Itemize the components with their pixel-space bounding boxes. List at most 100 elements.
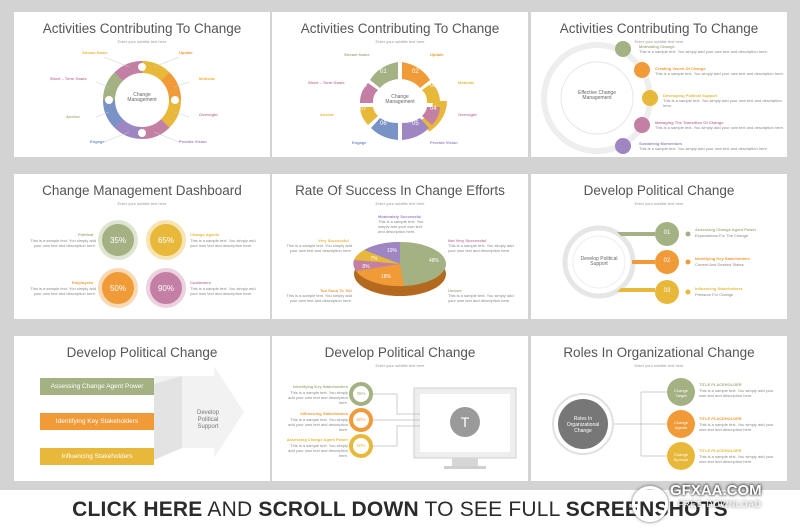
bar-3: Influencing Stakeholders bbox=[40, 448, 154, 465]
slide-activities-ring[interactable]: Activities Contributing To Change Enter … bbox=[14, 12, 270, 157]
item-5-desc: This is a sample text. You simply add yo… bbox=[639, 146, 768, 151]
item-1-title: Identifying Key Stakeholders bbox=[293, 384, 348, 389]
item-2-desc: This is a sample text. You simply add yo… bbox=[288, 417, 348, 432]
label-political: Political bbox=[78, 232, 94, 237]
item-3-title: Assessing Change Agent Power bbox=[286, 437, 348, 442]
slide-subtitle: Enter your subtitle text here bbox=[375, 363, 425, 368]
label-very: Very Successful bbox=[318, 238, 349, 243]
cta-part-3: SCROLL DOWN bbox=[258, 498, 419, 521]
slide-grid: Activities Contributing To Change Enter … bbox=[14, 12, 787, 481]
cta-part-2: AND bbox=[202, 498, 259, 521]
item-2-desc: Current And Desired States bbox=[695, 262, 744, 267]
num-1: 01 bbox=[380, 69, 387, 75]
label-5: Update bbox=[430, 52, 444, 57]
arrow-label: Develop Political Support bbox=[196, 410, 219, 430]
label-8: Provide Vision bbox=[179, 139, 207, 144]
label-agents: Change Agents bbox=[190, 232, 220, 237]
bar-1: Assessing Change Agent Power bbox=[40, 378, 154, 395]
pie-pct-not-very: 8% bbox=[362, 264, 370, 270]
placeholder-3: TITLE PLACEHOLDER bbox=[699, 448, 742, 453]
watermark-brand: GFXAA.COM bbox=[670, 482, 762, 499]
desc-1: This is a sample text. You simply add yo… bbox=[699, 388, 774, 398]
num-8: 08 bbox=[360, 83, 367, 89]
cta-text[interactable]: CLICK HERE AND SCROLL DOWN TO SEE FULL S… bbox=[0, 498, 800, 522]
monitor-graphic bbox=[349, 382, 517, 469]
item-2-desc: This is a sample text. You simply add yo… bbox=[655, 71, 784, 76]
slide-political-support[interactable]: Develop Political Change Enter your subt… bbox=[531, 174, 787, 319]
item-2-title: Identifying Key Stakeholders bbox=[695, 256, 750, 261]
item-3-desc: Pressure For Change bbox=[695, 292, 734, 297]
slide-title: Activities Contributing To Change bbox=[559, 21, 759, 36]
label-2: Short – Term Goals bbox=[50, 76, 87, 81]
slide-subtitle: Enter your subtitle text here bbox=[634, 363, 684, 368]
item-4-desc: This is a sample text. You simply add yo… bbox=[655, 125, 784, 130]
placeholder-2: TITLE PLACEHOLDER bbox=[699, 416, 742, 421]
item-3-desc: This is a sample text. You simply add yo… bbox=[288, 443, 348, 458]
ring-graphic bbox=[95, 56, 190, 143]
slide-subtitle: Enter your subtitle text here bbox=[634, 39, 684, 44]
slide-roles[interactable]: Roles In Organizational Change Enter you… bbox=[531, 336, 787, 481]
num-3: 03 bbox=[430, 83, 437, 89]
num-2: 02 bbox=[412, 69, 419, 75]
num-1: 01 bbox=[663, 230, 671, 236]
arc-center-label: Effective Change Management bbox=[578, 90, 616, 101]
pct-2: 60% bbox=[356, 417, 366, 422]
desc-not-very: This is a sample text. You simply add yo… bbox=[448, 243, 514, 253]
label-5: Update bbox=[179, 50, 193, 55]
desc-political: This is a sample text. You simply add yo… bbox=[30, 238, 96, 248]
slide-title: Activities Contributing To Change bbox=[42, 21, 242, 36]
circle-agents: Change Agents bbox=[673, 420, 688, 430]
item-1-desc: This is a sample text. You simply add yo… bbox=[639, 49, 768, 54]
cta-part-1: CLICK HERE bbox=[72, 498, 203, 521]
item-1-desc: Expectations For The Change bbox=[695, 233, 749, 238]
cta-banner[interactable]: CLICK HERE AND SCROLL DOWN TO SEE FULL S… bbox=[0, 482, 800, 532]
label-moderate: Moderately Successful bbox=[378, 214, 422, 219]
pie-pct-too-soon: 18% bbox=[380, 274, 391, 280]
slide-success-pie[interactable]: Rate Of Success In Change Efforts Enter … bbox=[272, 174, 528, 319]
pie-pct-unsure: 48% bbox=[428, 258, 439, 264]
item-1-desc: This is a sample text. You simply add yo… bbox=[288, 390, 348, 405]
ring-center-label: Change Management bbox=[127, 92, 157, 103]
roles-graphic bbox=[552, 378, 695, 470]
desc-too-soon: This is a sample text. You simply add yo… bbox=[286, 293, 352, 303]
pct-3: 50% bbox=[356, 443, 366, 448]
slide-activities-arc[interactable]: Activities Contributing To Change Enter … bbox=[531, 12, 787, 157]
slide-title: Rate Of Success In Change Efforts bbox=[295, 183, 505, 198]
bar-2: Identifying Key Stakeholders bbox=[40, 413, 154, 430]
watermark-sub: FREE DOWNLOAD bbox=[678, 500, 762, 509]
slide-subtitle: Enter your subtitle text here bbox=[375, 201, 425, 206]
desc-2: This is a sample text. You simply add yo… bbox=[699, 422, 774, 432]
num-2: 02 bbox=[663, 258, 671, 264]
slide-subtitle: Enter your subtitle text here bbox=[117, 39, 167, 44]
label-7: Oversight bbox=[199, 112, 218, 117]
roles-center-label: Roles In Organizational Change bbox=[566, 416, 600, 434]
slide-dashboard[interactable]: Change Management Dashboard Enter your s… bbox=[14, 174, 270, 319]
desc-unsure: This is a sample text. You simply add yo… bbox=[448, 293, 514, 303]
item-2-title: Creating Vision Of Change bbox=[655, 66, 706, 71]
num-5: 05 bbox=[412, 121, 419, 127]
slide-title: Develop Political Change bbox=[66, 345, 218, 360]
slide-activities-oval[interactable]: Activities Contributing To Change Enter … bbox=[272, 12, 528, 157]
label-8: Provide Vision bbox=[430, 140, 458, 145]
label-2: Short – Term Goals bbox=[308, 80, 345, 85]
label-7: Oversight bbox=[458, 112, 477, 117]
slide-political-arrow[interactable]: Develop Political Change Assessing Chang… bbox=[14, 336, 270, 481]
watermark-logo-icon bbox=[632, 486, 668, 522]
label-6: Motivate bbox=[458, 80, 475, 85]
label-4: Engage bbox=[90, 139, 105, 144]
label-1: Stream Name bbox=[82, 50, 108, 55]
desc-very: This is a sample text. You simply add yo… bbox=[286, 243, 352, 253]
circle-sponsor: Change Sponsor bbox=[673, 452, 689, 462]
pct-political: 35% bbox=[109, 236, 126, 245]
label-6: Motivate bbox=[199, 76, 216, 81]
item-4-title: Managing The Transition Of Change bbox=[655, 120, 724, 125]
num-7: 07 bbox=[360, 106, 367, 112]
slide-title: Activities Contributing To Change bbox=[300, 21, 500, 36]
num-3: 03 bbox=[663, 288, 671, 294]
item-2-title: Influencing Stakeholders bbox=[300, 411, 348, 416]
item-5-title: Sustaining Momentum bbox=[639, 141, 682, 146]
desc-moderate: This is a sample text. You simply add yo… bbox=[378, 219, 424, 234]
desc-customers: This is a sample text. You simply add yo… bbox=[190, 286, 256, 296]
pie-pct-moderate: 19% bbox=[386, 248, 397, 254]
slide-political-monitor[interactable]: Develop Political Change Enter your subt… bbox=[272, 336, 528, 481]
